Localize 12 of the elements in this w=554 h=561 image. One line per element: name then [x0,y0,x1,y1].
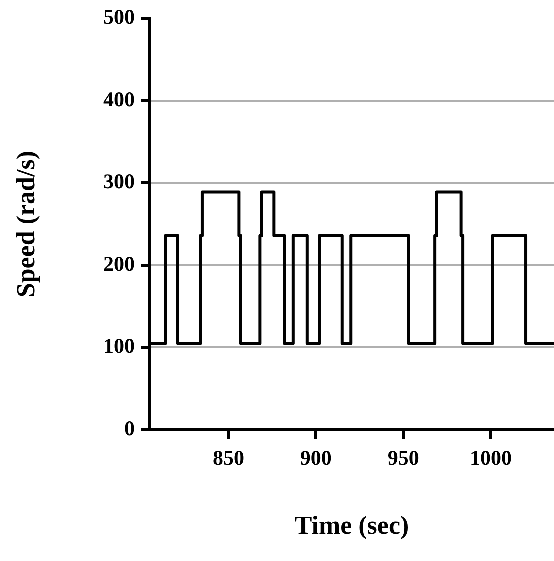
y-tick-label: 500 [104,5,135,30]
y-tick-label: 100 [104,334,135,358]
y-tick-label: 0 [124,416,135,440]
y-axis-title: Speed (rad/s) [11,150,40,298]
y-tick-label: 400 [104,87,135,112]
y-tick-label: 200 [104,252,135,276]
x-axis-title: Time (sec) [294,511,410,540]
y-tick-label: 300 [104,170,135,194]
x-tick-label: 850 [212,446,244,470]
x-tick-label: 950 [388,446,420,470]
x-tick-label: 900 [300,446,332,470]
x-tick-label: 1000 [470,446,512,470]
